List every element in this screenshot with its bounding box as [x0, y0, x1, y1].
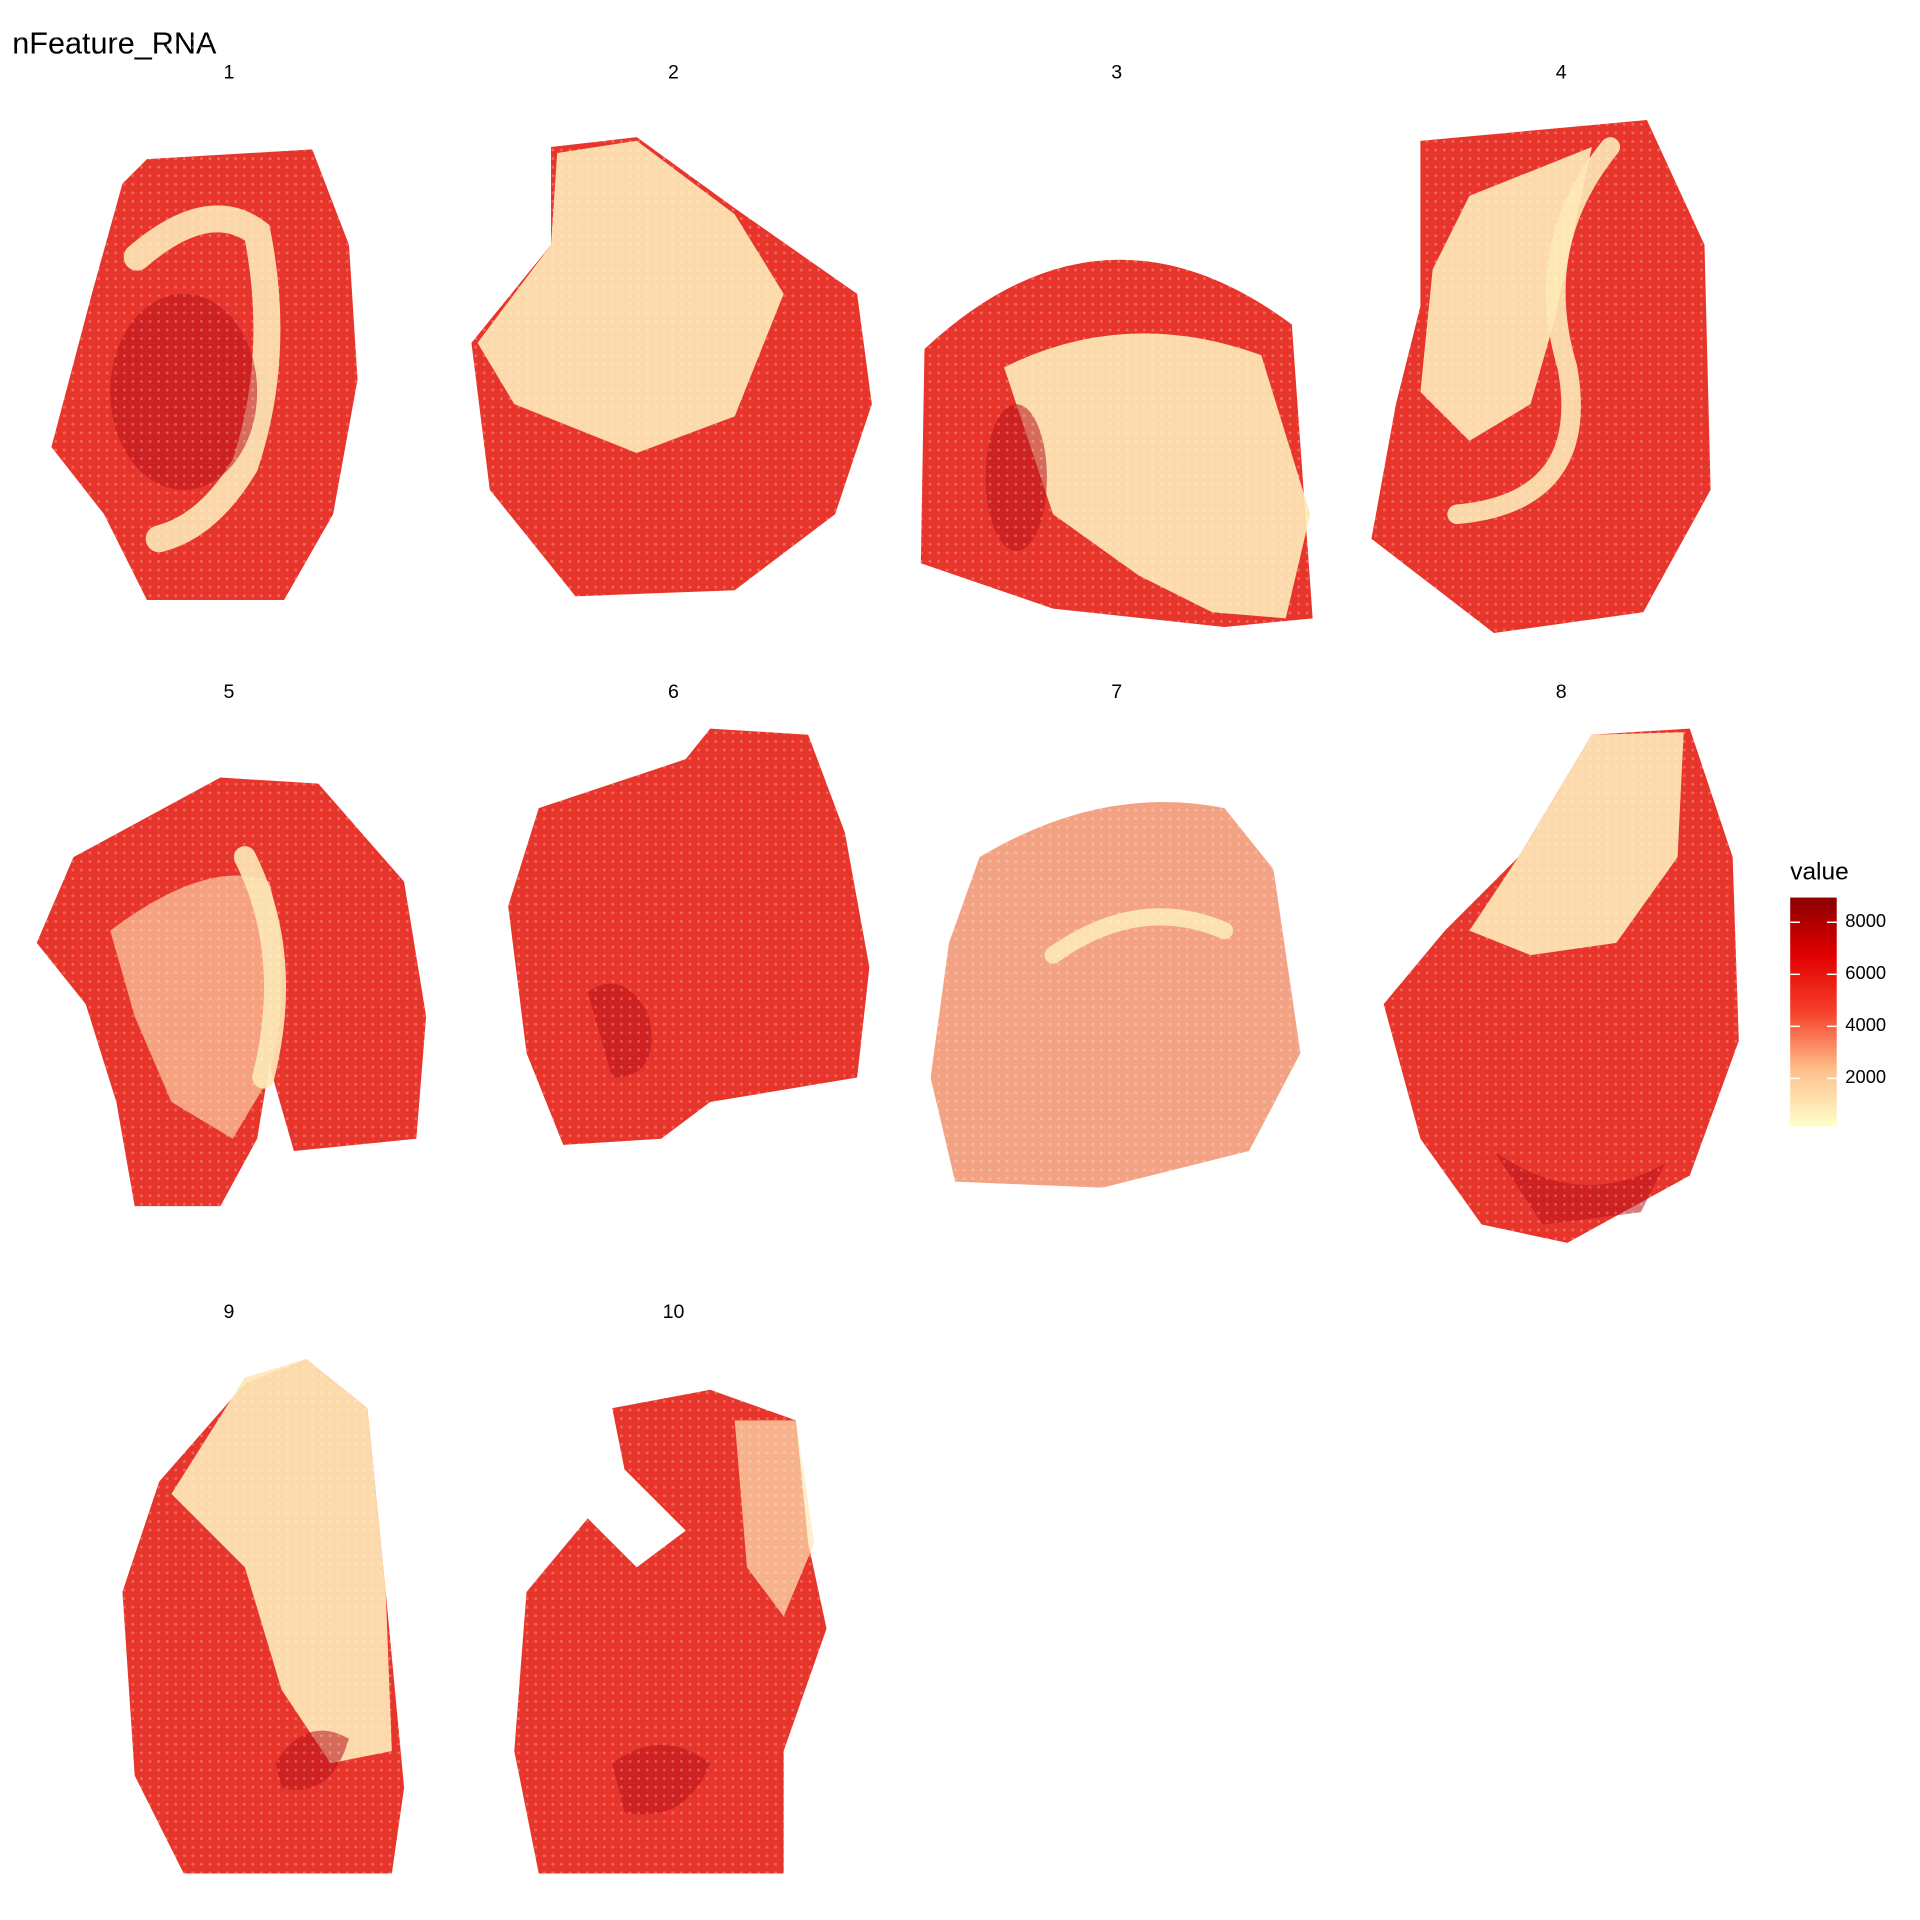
panel-label: 3: [1111, 62, 1122, 84]
tissue-section: [471, 137, 872, 597]
colorbar-tick-label: 6000: [1845, 962, 1886, 983]
panel-label: 6: [668, 681, 679, 703]
panel-label: 4: [1556, 62, 1567, 84]
panel-label: 5: [224, 681, 235, 703]
panel-label: 8: [1556, 681, 1567, 703]
tissue-section: [51, 149, 358, 600]
colorbar-tick-label: 8000: [1845, 910, 1886, 931]
tissue-section: [920, 259, 1313, 627]
panel-label: 10: [663, 1301, 685, 1323]
tissue-section: [930, 802, 1301, 1188]
panel-label: 7: [1111, 681, 1122, 703]
tissue-section: [1383, 728, 1739, 1243]
tissue-section: [122, 1359, 405, 1874]
chart-title: nFeature_RNA: [12, 26, 217, 60]
colorbar-tick-label: 4000: [1845, 1014, 1886, 1035]
tissue-section: [36, 777, 427, 1207]
tissue-section: [1371, 120, 1711, 634]
tissue-section: [508, 728, 870, 1145]
panel-label: 2: [668, 62, 679, 84]
panel-label: 1: [224, 62, 235, 84]
colorbar-tick-label: 2000: [1845, 1066, 1886, 1087]
legend-title: value: [1790, 859, 1849, 886]
colorbar: [1790, 897, 1837, 1127]
tissue-section: [514, 1389, 827, 1874]
panel-label: 9: [224, 1301, 235, 1323]
